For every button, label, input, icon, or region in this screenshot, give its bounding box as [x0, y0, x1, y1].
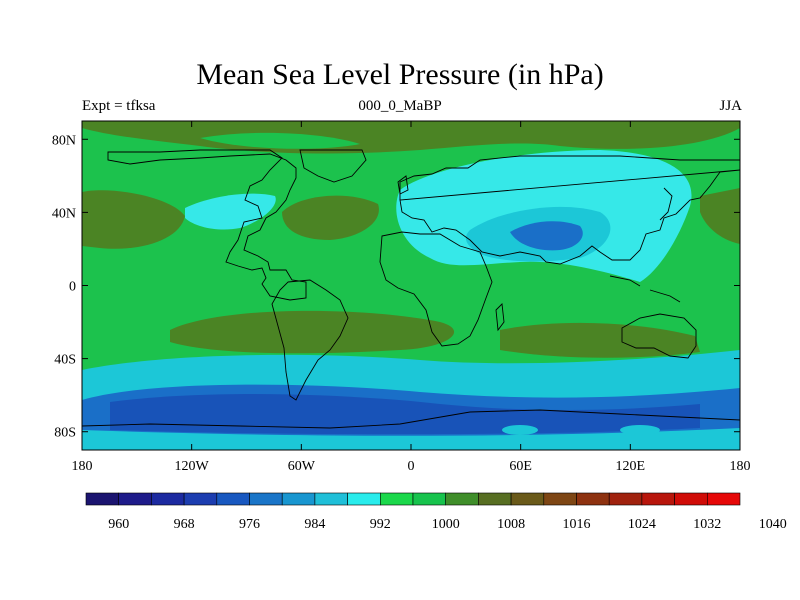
coast-eurasia	[399, 155, 740, 265]
x-tick-label: 60W	[288, 459, 316, 474]
colorbar-label: 1000	[432, 517, 460, 532]
coast-uk	[397, 175, 409, 195]
band-south-patch	[502, 425, 538, 435]
band-south-light2	[82, 428, 740, 450]
colorbar-swatch	[314, 492, 348, 506]
y-tick-label: 0	[69, 280, 76, 295]
coast-south-america	[271, 279, 349, 401]
x-tick-label: 180	[72, 459, 93, 474]
colorbar-label: 1032	[693, 517, 721, 532]
colorbar-swatch	[118, 492, 152, 506]
coast-indonesia	[609, 275, 681, 303]
coast-greenland	[299, 149, 367, 183]
y-tick-label: 40S	[54, 353, 76, 368]
y-tick-label: 40N	[52, 206, 76, 221]
colorbar-swatch	[674, 492, 708, 506]
y-tick-label: 80S	[54, 426, 76, 441]
colorbar-label: 1024	[628, 517, 656, 532]
colorbar-swatch	[445, 492, 479, 506]
low-na	[185, 193, 276, 230]
band-south-patch2	[620, 425, 660, 435]
x-tick-label: 180	[730, 459, 751, 474]
high-north-pacific-east	[700, 188, 740, 244]
colorbar-label: 984	[304, 517, 325, 532]
colorbar-label: 960	[108, 517, 129, 532]
coast-africa	[379, 231, 493, 347]
high-north-pacific	[82, 190, 185, 249]
band-south-deep	[110, 393, 700, 435]
y-axis: 80N 40N 0 40S 80S	[52, 133, 740, 441]
colorbar-swatch	[641, 492, 675, 506]
colorbar-swatch	[706, 492, 741, 506]
colorbar-swatch	[85, 492, 120, 506]
high-south-indian	[500, 322, 700, 358]
season-label: JJA	[719, 98, 742, 114]
colorbar-swatch	[379, 492, 414, 506]
colorbar-label: 1040	[759, 517, 787, 532]
colorbar-swatch	[347, 492, 381, 506]
coast-madagascar	[495, 303, 505, 332]
pressure-field	[82, 121, 740, 450]
colorbar-swatch	[412, 492, 447, 506]
coastlines	[82, 149, 740, 429]
colorbar-swatch	[576, 492, 610, 506]
coast-antarctica	[82, 409, 740, 429]
colorbar-swatch	[281, 492, 316, 506]
colorbar-swatch	[478, 492, 512, 506]
colorbar-label: 1016	[563, 517, 591, 532]
experiment-label: Expt = tfksa	[82, 98, 156, 114]
colorbar-swatch	[151, 492, 185, 506]
coast-australia	[621, 313, 697, 359]
x-tick-label: 120E	[616, 459, 646, 474]
x-axis: 180 120W 60W 0 60E 120E 180	[72, 121, 751, 474]
colorbar-swatch	[608, 492, 643, 506]
colorbar-swatch	[249, 492, 283, 506]
colorbar-label: 968	[174, 517, 195, 532]
colorbar-swatch	[510, 492, 545, 506]
coast-north-america	[107, 149, 307, 301]
x-tick-label: 0	[408, 459, 415, 474]
high-north-atlantic	[282, 195, 379, 240]
colorbar-label: 1008	[497, 517, 525, 532]
x-tick-label: 60E	[509, 459, 532, 474]
period-label: 000_0_MaBP	[358, 98, 442, 114]
high-south-atlantic	[170, 310, 455, 354]
y-tick-label: 80N	[52, 133, 76, 148]
green-arctic-gap	[200, 132, 360, 149]
map-title: Mean Sea Level Pressure (in hPa)	[196, 58, 604, 91]
low-asia-deep	[510, 221, 583, 251]
coast-japan	[659, 187, 673, 221]
colorbar-label: 976	[239, 517, 260, 532]
colorbar-label: 992	[370, 517, 391, 532]
colorbar-swatch	[183, 492, 218, 506]
colorbar: 960 968 976 984 992 1000 1008 1016 1024 1032 1040	[85, 492, 787, 532]
colorbar-swatch	[216, 492, 250, 506]
colorbar-swatch	[543, 492, 577, 506]
x-tick-label: 120W	[175, 459, 210, 474]
